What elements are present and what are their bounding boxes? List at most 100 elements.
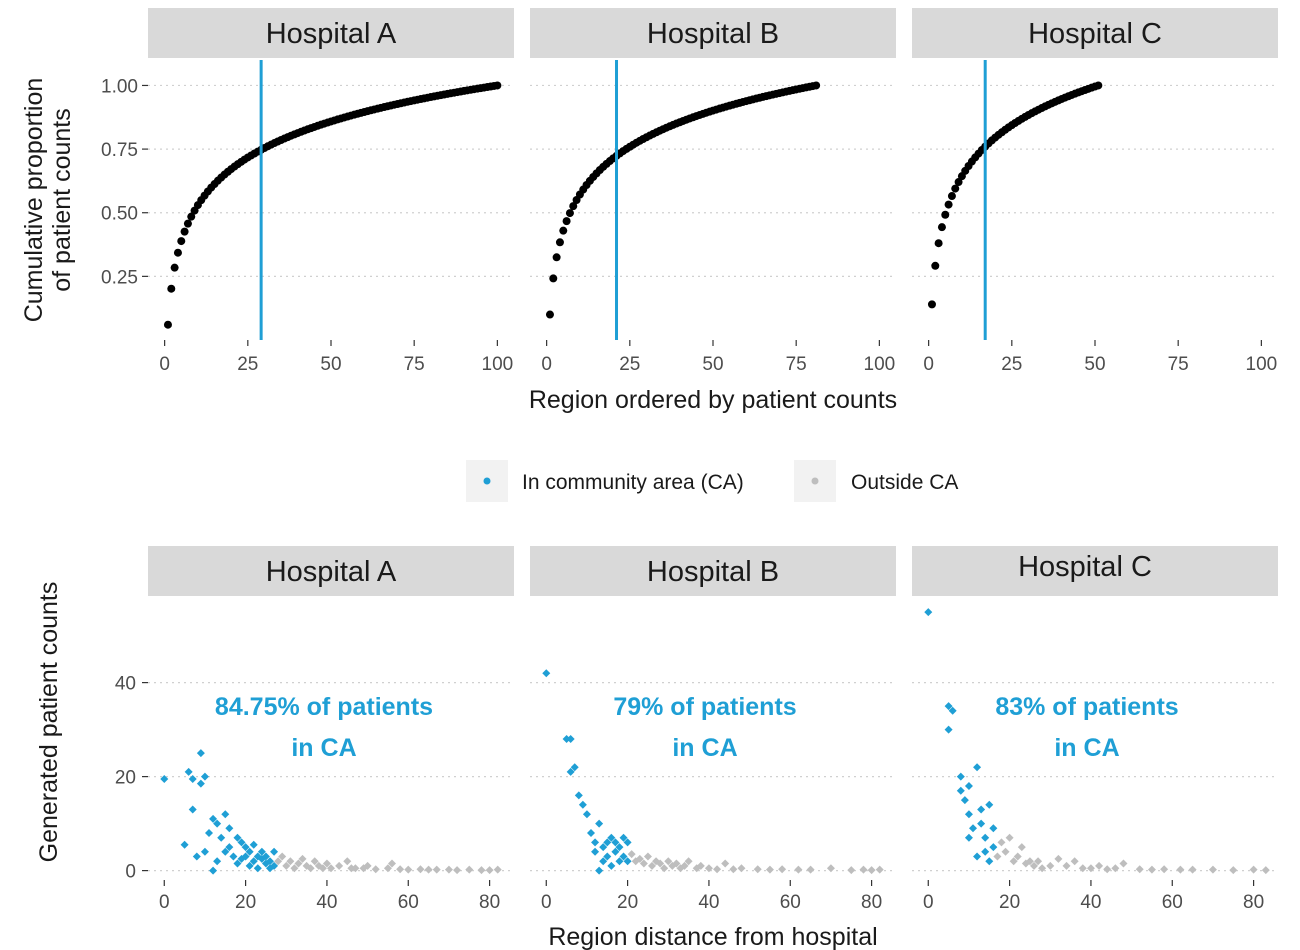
in-ca-point [184,767,193,776]
outside-ca-point [806,865,815,874]
in-ca-point [249,840,258,849]
cumulative-points [163,81,502,329]
grid [912,84,1278,277]
in-ca-point [192,852,201,861]
facet-strip [912,546,1278,596]
in-ca-point [619,852,628,861]
x-tick-label: 80 [1243,892,1264,913]
in-ca-point [956,772,965,781]
in-ca-point [229,852,238,861]
outside-ca-point [1249,865,1258,874]
in-ca-point [587,829,595,837]
in-ca-point [188,805,197,814]
outside-ca-point [432,865,441,874]
outside-ca-point [286,857,295,866]
x-tick-label: 0 [159,354,170,375]
in-ca-point [981,833,990,842]
outside-ca-point [1229,866,1238,875]
ca-share-annotation-line-2: in CA [672,734,737,762]
in-ca-point [964,833,973,842]
in-ca-point [989,824,998,833]
in-ca-point [257,847,266,856]
outside-ca-point [696,861,705,870]
cumulative-point [177,237,186,246]
in-ca-point [607,861,616,870]
in-ca-point [964,782,973,790]
facet-strip-label: Hospital A [266,556,397,588]
outside-ca-point [416,865,425,874]
cumulative-point [937,223,946,232]
outside-ca-point [627,850,636,859]
x-tick-label: 40 [1080,892,1101,913]
in-ca-point [615,843,624,852]
outside-ca-point [1188,865,1197,874]
legend-label-outside-ca: Outside CA [851,471,958,494]
facet-strip [530,8,896,58]
outside-ca-point [318,864,327,873]
x-tick-label: 50 [1084,354,1105,375]
x-tick-label: 0 [923,892,934,913]
in-ca-point [241,843,250,852]
y-tick-label: 0 [125,862,136,883]
in-ca-point [225,824,234,833]
cumulative-point [552,253,561,262]
x-tick-label: 100 [864,354,896,375]
in-ca-point [969,824,977,833]
in-ca-point [599,857,608,866]
y-tick-label: 1.00 [101,76,138,97]
in-ca-point [611,838,620,847]
in-ca-point [200,772,209,781]
facet-strip-label: Hospital B [647,18,779,50]
in-ca-point [582,810,591,819]
in-ca-point [196,779,205,788]
in-ca-points [924,608,998,866]
facet-strip [912,8,1278,58]
outside-ca-point [388,859,396,868]
x-ticks: 0 20 40 60 80 [923,880,1264,913]
x-tick-label: 50 [702,354,723,375]
outside-ca-point [1070,857,1079,866]
y-tick-label: 20 [115,768,136,789]
x-tick-label: 50 [320,354,341,375]
bottom-panel-hospital-b: Hospital B 79% of patients in CA 0 20 40 60… [530,546,896,913]
cumulative-point [562,217,571,226]
outside-ca-point [1017,843,1026,852]
outside-ca-point [310,857,319,866]
outside-ca-point [290,864,299,873]
cumulative-point [549,274,558,283]
cumulative-point [170,263,179,272]
x-ticks: 0 25 50 75 100 [541,340,895,375]
outside-ca-points [274,852,502,875]
ca-share-annotation-line-2: in CA [1054,734,1119,762]
outside-ca-point [371,865,380,874]
x-tick-label: 60 [780,892,801,913]
outside-ca-point [875,865,884,874]
outside-ca-point [485,866,494,875]
cumulative-point [1094,81,1103,90]
in-ca-point [225,843,234,852]
x-tick-label: 0 [923,354,934,375]
outside-ca-point [1013,852,1022,861]
cumulative-point [954,178,963,187]
x-ticks: 0 20 40 60 80 [541,880,882,913]
in-ca-point [623,838,632,847]
in-ca-point [619,833,628,842]
x-tick-label: 25 [237,354,258,375]
outside-ca-point [680,861,689,870]
cumulative-points [927,81,1103,309]
legend-marker-outside-ca [811,477,819,485]
x-tick-label: 20 [999,892,1020,913]
outside-ca-point [867,866,876,875]
in-ca-point [249,857,258,866]
ca-share-annotation-line-1: 83% of patients [995,693,1178,721]
outside-ca-point [351,864,360,873]
x-tick-label: 60 [398,892,419,913]
x-axis-title: Region ordered by patient counts [529,386,897,414]
outside-ca-point [753,865,762,874]
in-ca-point [160,774,169,783]
cumulative-point [555,238,564,247]
in-ca-point [981,847,990,856]
outside-ca-point [1176,865,1185,874]
in-ca-point [607,833,616,842]
outside-ca-point [684,857,693,866]
